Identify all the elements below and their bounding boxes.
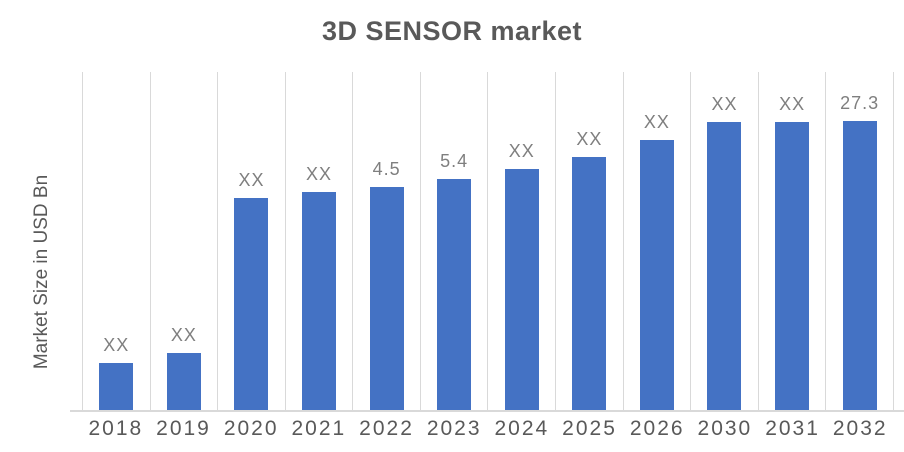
category-column-2021: XX (284, 72, 353, 410)
x-tick-label: 2030 (697, 417, 753, 440)
bar (369, 187, 404, 410)
bar-value-label: XX (306, 164, 333, 184)
bar-value-label: 4.5 (372, 159, 401, 179)
category-column-2025: XX (555, 72, 623, 410)
bar (234, 198, 269, 410)
category-column-2026: XX (622, 72, 691, 410)
x-tick-label: 2021 (291, 417, 347, 440)
bar (639, 140, 674, 410)
category-column-2023: 5.4 (419, 72, 488, 410)
category-column-2031: XX (757, 72, 826, 410)
bar-value-label: XX (238, 170, 265, 190)
bar-value-label: XX (643, 112, 670, 132)
category-column-2022: 4.5 (352, 72, 420, 410)
y-axis-title: Market Size in USD Bn (31, 174, 52, 370)
bar-value-label: XX (576, 129, 603, 149)
category-column-2030: XX (690, 72, 758, 410)
bar-value-label: XX (711, 94, 738, 114)
category-column-2032: 27.3 (825, 72, 894, 410)
x-tick-label: 2018 (88, 417, 144, 440)
bar-value-label: 5.4 (440, 151, 469, 171)
category-column-2018: XX (82, 72, 150, 410)
category-column-2024: XX (487, 72, 555, 410)
bar (572, 157, 607, 410)
bar (99, 363, 134, 410)
x-axis-tick-labels: 2018 2019 2020 2021 2022 2023 2024 2025 2026 2030… (82, 417, 894, 441)
plot-area: XX XX XX XX 4.5 5.4 XX XX XX XX XX 27.3 (82, 72, 894, 410)
bar-value-label: XX (508, 141, 535, 161)
chart-title: 3D SENSOR market (321, 16, 583, 46)
x-tick-label: 2023 (426, 417, 482, 440)
bar (504, 169, 539, 410)
x-tick-label: 2032 (832, 417, 888, 440)
bar (842, 121, 877, 410)
x-tick-label: 2020 (223, 417, 279, 440)
category-column-2020: XX (217, 72, 285, 410)
x-tick-label: 2025 (562, 417, 617, 440)
bar (166, 353, 201, 410)
x-tick-label: 2031 (765, 417, 820, 440)
bar (302, 192, 337, 410)
bar (775, 122, 810, 410)
x-axis-line (70, 410, 904, 412)
x-tick-label: 2022 (359, 417, 414, 440)
bar (707, 122, 742, 410)
bar-value-label: XX (103, 335, 130, 355)
x-tick-label: 2019 (156, 417, 211, 440)
x-tick-label: 2026 (629, 417, 685, 440)
x-tick-label: 2024 (494, 417, 550, 440)
bar-value-label: 27.3 (840, 93, 880, 113)
bar-value-label: XX (779, 94, 806, 114)
bar (437, 179, 472, 410)
category-column-2019: XX (149, 72, 218, 410)
bar-value-label: XX (170, 325, 197, 345)
